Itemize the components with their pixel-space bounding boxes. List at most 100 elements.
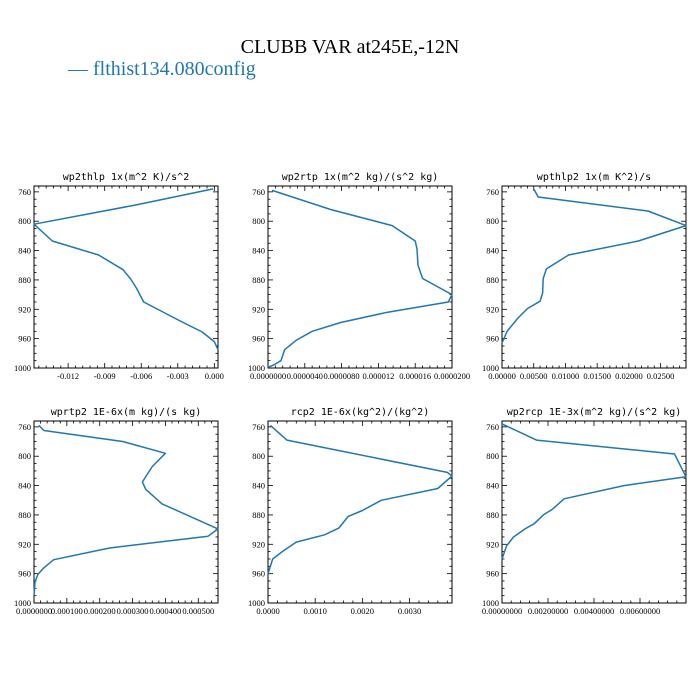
y-tick-label: 960 — [486, 569, 499, 579]
x-tick-label: 0.0000 — [256, 606, 279, 616]
series-line — [267, 189, 453, 368]
plot-title: wp2rtp 1x(m^2 kg)/(s^2 kg) — [282, 172, 439, 183]
y-tick-label: 1000 — [14, 598, 31, 608]
y-tick-label: 880 — [252, 275, 265, 285]
plot-title: wp2rcp 1E-3x(m^2 kg)/(s^2 kg) — [507, 407, 682, 418]
y-tick-label: 800 — [486, 216, 499, 226]
x-tick-label: 0.000100 — [51, 606, 83, 616]
y-tick-label: 920 — [486, 539, 499, 549]
x-tick-label: 0.000400 — [149, 606, 181, 616]
y-tick-label: 840 — [18, 481, 31, 491]
x-tick-label: 0.0000000 — [16, 606, 52, 616]
x-tick-label: 0.00500 — [520, 371, 548, 381]
plot-panel: wprtp2 1E-6x(m kg)/(s kg) 760 800 840 880 920… — [14, 407, 219, 616]
series-line — [501, 423, 687, 560]
plot-title: wp2thlp 1x(m^2 K)/s^2 — [63, 172, 189, 183]
x-tick-label: -0.003 — [167, 371, 189, 381]
legend: — flthist134.080config — [68, 58, 256, 81]
y-tick-label: 920 — [486, 304, 499, 314]
y-tick-label: 760 — [486, 187, 499, 197]
y-tick-label: 760 — [252, 422, 265, 432]
y-tick-label: 880 — [18, 275, 31, 285]
y-tick-label: 920 — [252, 539, 265, 549]
y-tick-label: 920 — [18, 539, 31, 549]
x-tick-label: 0.0000000 — [250, 371, 286, 381]
x-tick-label: 0.02000 — [615, 371, 643, 381]
x-tick-label: 0.000012 — [362, 371, 394, 381]
y-tick-label: 920 — [252, 304, 265, 314]
x-tick-label: 0.000200 — [84, 606, 116, 616]
y-tick-label: 880 — [18, 510, 31, 520]
x-tick-label: 0.00400000 — [574, 606, 614, 616]
x-tick-label: 0.00200000 — [528, 606, 568, 616]
x-tick-label: 0.0010 — [303, 606, 326, 616]
y-tick-label: 760 — [18, 187, 31, 197]
y-tick-label: 920 — [18, 304, 31, 314]
x-tick-label: -0.009 — [94, 371, 116, 381]
plot-panel: wp2rcp 1E-3x(m^2 kg)/(s^2 kg) 760 800 840 88… — [482, 407, 687, 616]
y-tick-label: 840 — [18, 246, 31, 256]
y-tick-label: 1000 — [248, 363, 265, 373]
x-tick-label: 0.000300 — [117, 606, 149, 616]
plot-title: wpthlp2 1x(m K^2)/s — [537, 172, 651, 183]
y-tick-label: 800 — [486, 451, 499, 461]
plot-panel: wp2thlp 1x(m^2 K)/s^2 760 800 840 880 920 960 1… — [14, 172, 224, 381]
x-tick-label: 0.0000080 — [324, 371, 360, 381]
x-tick-label: 0.0020 — [351, 606, 374, 616]
series-line — [501, 188, 687, 344]
plot-frame — [267, 420, 453, 604]
x-tick-label: 0.01500 — [583, 371, 611, 381]
y-tick-label: 840 — [486, 481, 499, 491]
plot-frame — [267, 185, 453, 369]
y-tick-label: 1000 — [482, 363, 499, 373]
y-tick-label: 800 — [252, 451, 265, 461]
plot-panel: wpthlp2 1x(m K^2)/s 760 800 840 880 920 960 100… — [482, 172, 687, 381]
y-tick-label: 960 — [18, 334, 31, 344]
y-tick-label: 1000 — [248, 598, 265, 608]
x-tick-label: 0.000 — [205, 371, 224, 381]
plot-frame — [501, 185, 687, 369]
plot-panel: rcp2 1E-6x(kg^2)/(kg^2) 760 800 840 880 920 96… — [248, 407, 453, 616]
x-tick-label: 0.000500 — [182, 606, 214, 616]
x-tick-label: 0.0000200 — [434, 371, 470, 381]
plot-panel: wp2rtp 1x(m^2 kg)/(s^2 kg) 760 800 840 880 92… — [248, 172, 470, 381]
x-tick-label: 0.00600000 — [620, 606, 660, 616]
series-line — [33, 188, 219, 351]
y-tick-label: 800 — [18, 216, 31, 226]
series-line — [267, 424, 453, 574]
y-tick-label: 760 — [252, 187, 265, 197]
y-tick-label: 960 — [252, 334, 265, 344]
x-tick-label: 0.02500 — [647, 371, 675, 381]
x-tick-label: -0.006 — [130, 371, 152, 381]
x-tick-label: 0.0030 — [398, 606, 421, 616]
plot-title: rcp2 1E-6x(kg^2)/(kg^2) — [291, 407, 429, 418]
y-tick-label: 880 — [486, 275, 499, 285]
series-line — [33, 424, 219, 596]
legend-label: flthist134.080config — [93, 58, 256, 80]
y-tick-label: 840 — [252, 246, 265, 256]
y-tick-label: 800 — [18, 451, 31, 461]
y-tick-label: 840 — [252, 481, 265, 491]
x-tick-label: -0.012 — [57, 371, 79, 381]
x-tick-label: 0.01000 — [552, 371, 580, 381]
x-tick-label: 0.00000 — [488, 371, 516, 381]
y-tick-label: 880 — [252, 510, 265, 520]
figure-title: CLUBB VAR at245E,-12N — [240, 36, 460, 58]
plot-title: wprtp2 1E-6x(m kg)/(s kg) — [51, 407, 202, 418]
plot-frame — [501, 420, 687, 604]
y-tick-label: 760 — [18, 422, 31, 432]
y-tick-label: 760 — [486, 422, 499, 432]
y-tick-label: 1000 — [14, 363, 31, 373]
y-tick-label: 960 — [252, 569, 265, 579]
y-tick-label: 1000 — [482, 598, 499, 608]
y-tick-label: 840 — [486, 246, 499, 256]
y-tick-label: 880 — [486, 510, 499, 520]
y-tick-label: 960 — [18, 569, 31, 579]
x-tick-label: 0.000016 — [399, 371, 431, 381]
y-tick-label: 960 — [486, 334, 499, 344]
legend-line-swatch: — — [68, 58, 88, 80]
x-tick-label: 0.0000040 — [287, 371, 323, 381]
y-tick-label: 800 — [252, 216, 265, 226]
